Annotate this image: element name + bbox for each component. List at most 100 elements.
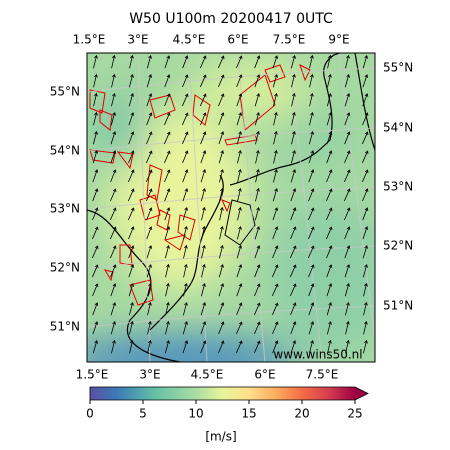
wind-arrow <box>326 283 333 297</box>
lat-label: 53°N <box>383 180 413 194</box>
title: W50 U100m 20200417 0UTC <box>129 11 333 27</box>
wind-arrow <box>344 245 351 259</box>
colorbar-extend <box>355 387 368 400</box>
wind-arrow <box>291 130 296 145</box>
lon-label: 3°E <box>127 33 148 47</box>
wind-arrow <box>345 320 350 335</box>
wind-arrow <box>92 150 98 164</box>
lon-label: 6°E <box>254 368 275 382</box>
wind-arrow <box>164 169 171 183</box>
wind-arrow <box>127 188 135 202</box>
wind-arrow <box>182 74 189 88</box>
wind-arrow <box>344 112 351 126</box>
wind-arrow <box>254 74 261 88</box>
wind-arrow <box>146 245 153 259</box>
wind-arrow <box>109 226 117 240</box>
wind-arrow <box>182 93 189 107</box>
wind-arrow <box>183 301 188 316</box>
wind-arrow <box>200 55 207 69</box>
wind-arrow <box>182 131 189 145</box>
wind-arrow <box>308 283 315 297</box>
wind-arrow <box>362 93 369 107</box>
wind-arrow <box>309 54 314 69</box>
wind-arrow <box>200 169 207 183</box>
lon-label: 9°E <box>328 33 349 47</box>
wind-arrow <box>164 74 171 88</box>
wind-arrow <box>309 111 314 126</box>
wind-arrow <box>218 283 225 297</box>
wind-arrow <box>146 131 153 145</box>
wind-arrow <box>199 93 207 107</box>
wind-arrow <box>218 112 225 126</box>
wind-arrow <box>183 282 188 297</box>
wind-arrow <box>327 339 332 354</box>
wind-arrow <box>201 225 206 240</box>
lon-label: 7.5°E <box>273 33 306 47</box>
wind-arrow <box>163 131 171 145</box>
wind-arrow <box>308 339 314 354</box>
wind-arrow <box>183 225 188 240</box>
wind-arrow <box>183 244 188 259</box>
wind-arrow <box>253 302 261 316</box>
wind-arrow <box>200 340 207 354</box>
colorbar-label: [m/s] <box>205 430 236 444</box>
wind-arrow <box>236 245 242 259</box>
wind-arrow <box>307 226 315 240</box>
wind-arrow <box>219 225 224 240</box>
lat-label: 52°N <box>383 239 413 253</box>
wind-arrow <box>110 320 116 335</box>
wind-arrow <box>236 321 243 335</box>
wind-arrow <box>218 74 225 88</box>
wind-arrow <box>253 321 261 335</box>
lat-label: 52°N <box>50 261 80 275</box>
wind-arrow <box>128 131 135 145</box>
wind-arrow <box>218 93 225 107</box>
wind-arrow <box>237 168 242 183</box>
wind-arrow <box>236 225 242 240</box>
wind-arrow <box>344 226 351 240</box>
wind-arrow <box>128 283 134 297</box>
wind-arrow <box>129 54 134 69</box>
wind-arrow <box>128 245 135 259</box>
wind-arrow <box>110 111 116 126</box>
wind-arrow <box>111 339 116 354</box>
wind-arrow <box>146 207 153 221</box>
wind-arrow <box>219 206 224 221</box>
colorbar-tick-label: 10 <box>188 407 203 421</box>
wind-arrow <box>362 74 369 88</box>
lat-label: 55°N <box>383 61 413 75</box>
wind-arrow <box>182 55 189 69</box>
wind-arrow <box>236 264 243 278</box>
wind-arrow <box>92 207 99 221</box>
wind-arrow <box>200 112 207 126</box>
wind-arrow <box>363 282 368 297</box>
wind-arrow <box>235 340 243 354</box>
wind-arrow <box>164 226 171 240</box>
wind-arrow <box>363 301 368 316</box>
wind-arrow <box>182 321 188 335</box>
lon-label: 1.5°E <box>76 368 109 382</box>
wind-arrow <box>164 188 171 202</box>
wind-arrow <box>254 264 261 278</box>
wind-arrow <box>218 263 224 278</box>
wind-arrow <box>146 93 153 107</box>
wind-arrow <box>236 74 243 88</box>
wind-arrow <box>200 150 207 164</box>
wind-arrow <box>110 302 117 316</box>
wind-arrow <box>146 188 153 202</box>
wind-arrow <box>255 168 260 183</box>
wind-arrow <box>110 150 117 164</box>
wind-arrow <box>362 207 369 221</box>
wind-arrow <box>272 207 279 221</box>
wind-arrow <box>182 169 189 183</box>
wind-arrow <box>110 264 117 278</box>
wind-arrow <box>344 73 350 88</box>
wind-arrow <box>290 226 297 240</box>
wind-arrow <box>290 321 297 335</box>
wind-arrow <box>326 320 332 335</box>
wind-arrow <box>272 302 279 316</box>
wind-arrow <box>291 92 296 107</box>
wind-arrow <box>272 226 279 240</box>
wind-arrow <box>344 131 351 145</box>
